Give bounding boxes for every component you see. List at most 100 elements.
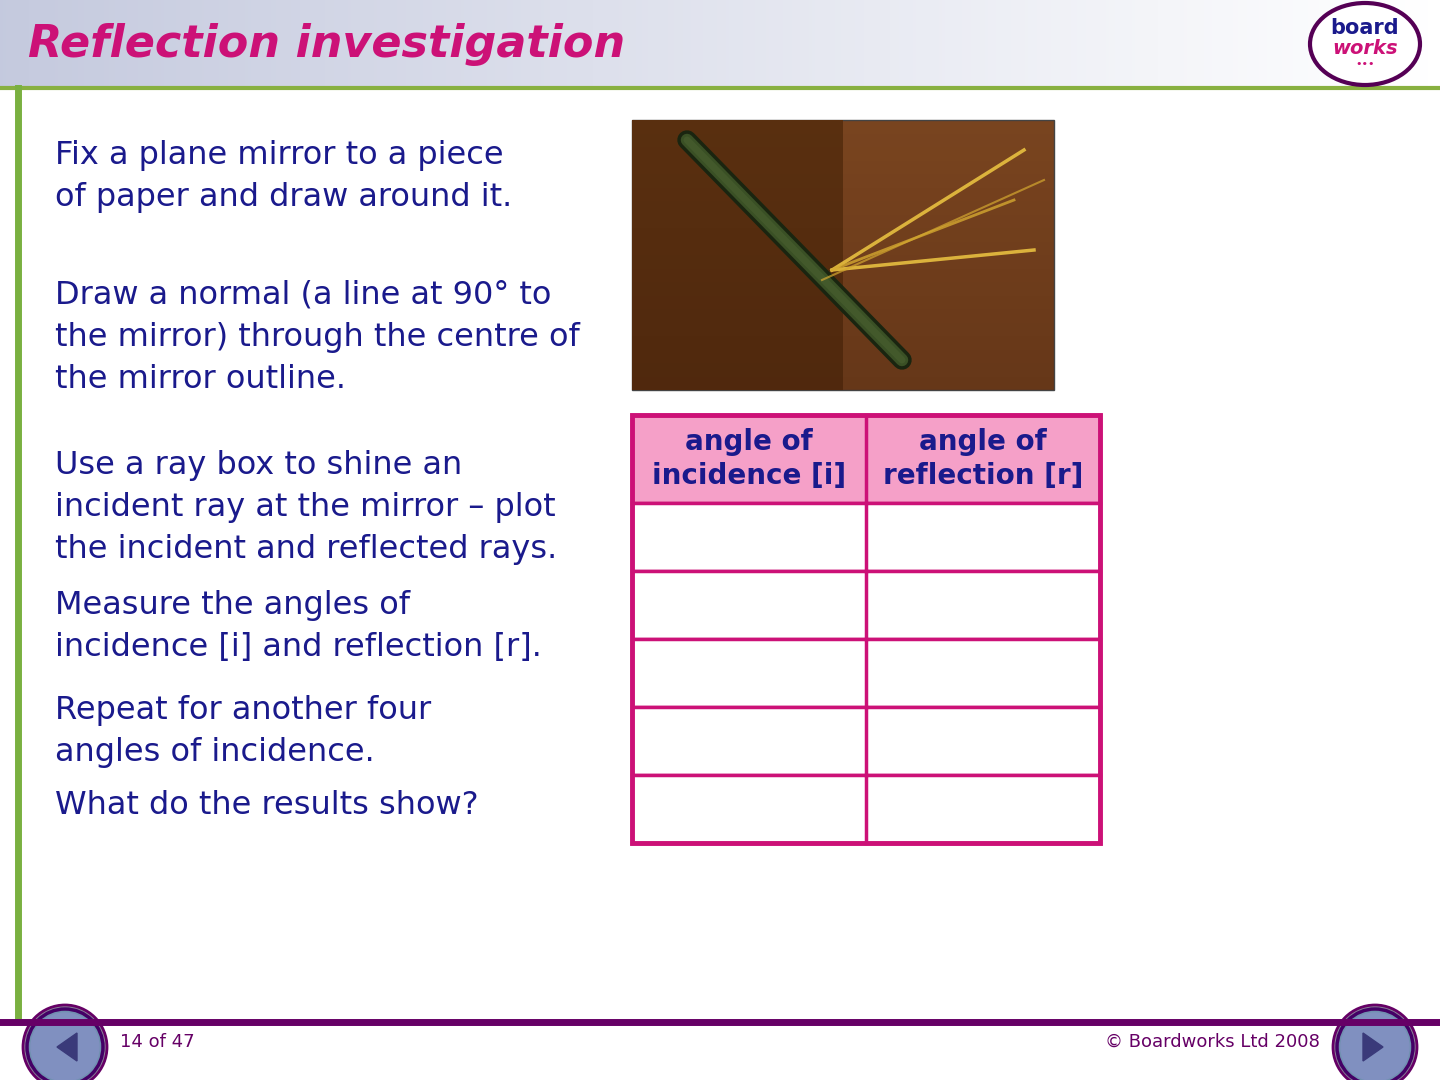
Bar: [1230, 0, 1233, 87]
Bar: [1325, 0, 1328, 87]
Bar: [628, 0, 631, 87]
Bar: [337, 0, 340, 87]
Bar: [795, 0, 798, 87]
Bar: [602, 0, 605, 87]
Bar: [632, 323, 1054, 336]
Bar: [550, 0, 553, 87]
Bar: [458, 0, 461, 87]
Circle shape: [1336, 1009, 1413, 1080]
Bar: [553, 0, 556, 87]
Bar: [832, 0, 835, 87]
Bar: [132, 0, 135, 87]
Bar: [579, 0, 582, 87]
Bar: [300, 0, 302, 87]
Bar: [20, 0, 23, 87]
Bar: [504, 0, 507, 87]
Bar: [835, 0, 838, 87]
Bar: [432, 0, 435, 87]
Text: angle of
incidence [i]: angle of incidence [i]: [652, 428, 847, 490]
Bar: [153, 0, 156, 87]
Bar: [1109, 0, 1112, 87]
Bar: [1411, 0, 1414, 87]
Bar: [717, 0, 720, 87]
Bar: [242, 0, 245, 87]
Bar: [688, 0, 691, 87]
Bar: [35, 0, 37, 87]
Bar: [1117, 0, 1120, 87]
Bar: [645, 0, 648, 87]
Text: Measure the angles of
incidence [i] and reflection [r].: Measure the angles of incidence [i] and …: [55, 590, 541, 663]
Bar: [1040, 0, 1043, 87]
Bar: [144, 0, 147, 87]
Bar: [92, 0, 95, 87]
Bar: [896, 0, 899, 87]
Bar: [334, 0, 337, 87]
Bar: [939, 0, 942, 87]
Bar: [760, 0, 763, 87]
Bar: [516, 0, 518, 87]
Bar: [924, 0, 927, 87]
Bar: [632, 201, 1054, 215]
Bar: [161, 0, 164, 87]
Bar: [475, 0, 478, 87]
Bar: [317, 0, 320, 87]
Bar: [1273, 0, 1276, 87]
Bar: [343, 0, 346, 87]
Bar: [9, 0, 12, 87]
Bar: [752, 0, 755, 87]
Text: © Boardworks Ltd 2008: © Boardworks Ltd 2008: [1104, 1032, 1320, 1051]
Bar: [622, 0, 625, 87]
Bar: [43, 0, 46, 87]
Bar: [1215, 0, 1218, 87]
Bar: [248, 0, 251, 87]
Bar: [490, 0, 492, 87]
Bar: [1100, 0, 1103, 87]
Bar: [179, 0, 181, 87]
Bar: [852, 0, 855, 87]
Bar: [907, 0, 910, 87]
Bar: [1284, 0, 1287, 87]
Bar: [363, 0, 366, 87]
Bar: [567, 0, 570, 87]
Bar: [406, 0, 409, 87]
Bar: [351, 0, 354, 87]
Bar: [423, 0, 426, 87]
Text: Use a ray box to shine an
incident ray at the mirror – plot
the incident and ref: Use a ray box to shine an incident ray a…: [55, 450, 557, 565]
Bar: [539, 0, 541, 87]
Bar: [1434, 0, 1437, 87]
Bar: [1172, 0, 1175, 87]
Bar: [1103, 0, 1106, 87]
Bar: [392, 0, 395, 87]
Bar: [904, 0, 907, 87]
Bar: [780, 0, 783, 87]
Bar: [899, 0, 901, 87]
Bar: [1400, 0, 1403, 87]
Bar: [632, 215, 1054, 228]
Bar: [395, 0, 397, 87]
Bar: [815, 0, 818, 87]
Bar: [282, 0, 285, 87]
Bar: [729, 0, 732, 87]
Bar: [150, 0, 153, 87]
Bar: [1020, 0, 1022, 87]
Bar: [55, 0, 58, 87]
Bar: [49, 0, 52, 87]
Bar: [135, 0, 138, 87]
Bar: [112, 0, 115, 87]
Bar: [518, 0, 521, 87]
Text: •••: •••: [1355, 59, 1375, 69]
Bar: [691, 0, 694, 87]
Bar: [383, 0, 386, 87]
Bar: [187, 0, 190, 87]
Bar: [3, 0, 6, 87]
Bar: [380, 0, 383, 87]
Bar: [632, 161, 1054, 174]
Bar: [184, 0, 187, 87]
Bar: [46, 0, 49, 87]
Bar: [501, 0, 504, 87]
Bar: [668, 0, 671, 87]
Bar: [632, 174, 1054, 188]
Bar: [181, 0, 184, 87]
Bar: [720, 0, 723, 87]
Bar: [999, 0, 1002, 87]
